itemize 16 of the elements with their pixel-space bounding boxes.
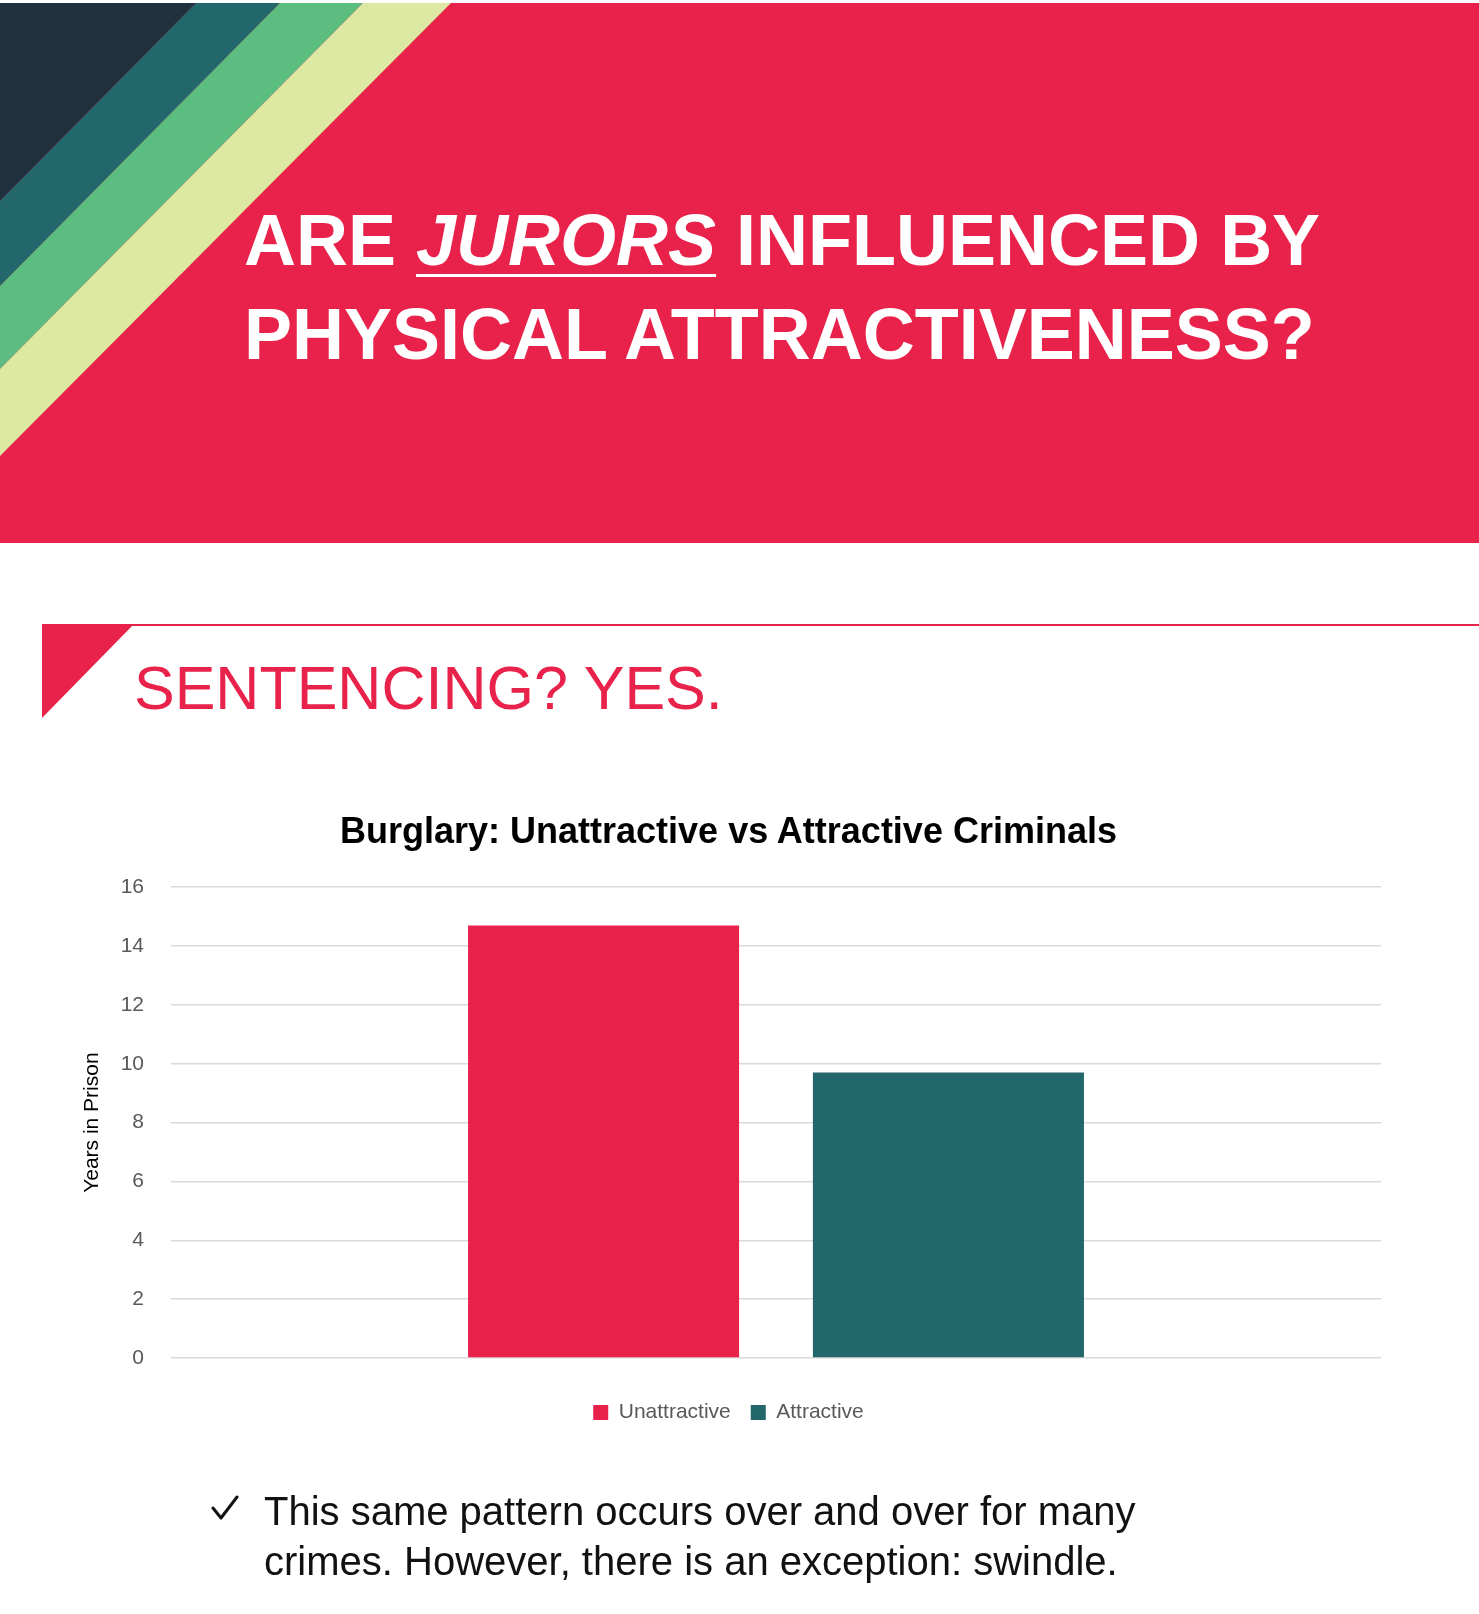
text: This same pattern occurs over and over for many crimes. However, there is an exception: swindle. bbox=[264, 1488, 1137, 1585]
y-tick-label: 2 bbox=[132, 1285, 144, 1309]
y-tick-label: 14 bbox=[120, 932, 145, 956]
text: ARE JURORS INFLUENCED BY PHYSICAL ATTRACTIVENESS? bbox=[244, 200, 1319, 374]
y-tick-label: 12 bbox=[120, 991, 144, 1015]
y-tick-label: 10 bbox=[120, 1050, 144, 1074]
y-tick-label: 0 bbox=[132, 1344, 144, 1368]
legend-label: Unattractive bbox=[618, 1399, 731, 1423]
y-axis-title: Years in Prison bbox=[79, 1052, 103, 1193]
y-tick-label: 6 bbox=[132, 1168, 144, 1192]
legend-label: Attractive bbox=[776, 1399, 864, 1423]
text: SENTENCING? YES. bbox=[134, 653, 723, 724]
chart-title: Burglary: Unattractive vs Attractive Criminals bbox=[340, 809, 1117, 851]
y-tick-label: 8 bbox=[132, 1109, 144, 1133]
y-tick-label: 4 bbox=[132, 1227, 145, 1251]
y-tick-label: 16 bbox=[120, 874, 144, 897]
